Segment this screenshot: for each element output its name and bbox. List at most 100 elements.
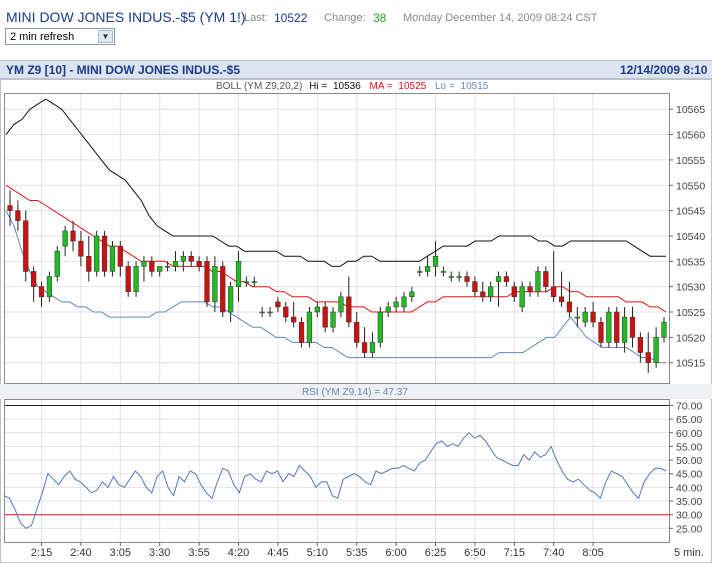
- candle-43: [346, 276, 352, 328]
- candle-20: [164, 261, 171, 272]
- time-tick-label-12: 7:15: [504, 547, 525, 559]
- candle-body-59: [472, 281, 478, 292]
- rsi-tick-label-6: 55.00: [676, 441, 702, 453]
- candle-body-41: [330, 311, 336, 328]
- time-tick-label-5: 4:20: [228, 547, 249, 559]
- candle-body-34: [275, 301, 281, 308]
- last-value: 10522: [274, 11, 308, 25]
- price-tick-label-2: 10525: [676, 307, 705, 319]
- time-tick-label-4: 3:55: [188, 547, 209, 559]
- rsi-tick-label-5: 50.00: [676, 455, 702, 467]
- rsi-legend-bar: [0, 384, 712, 399]
- candle-46: [369, 332, 376, 358]
- change-value: 38: [373, 11, 387, 25]
- time-tick-label-3: 3:30: [149, 547, 170, 559]
- boll-legend-prefix: BOLL (YM Z9,20,2): [216, 81, 302, 92]
- candle-body-76: [606, 311, 612, 343]
- candle-67: [535, 266, 541, 297]
- candle-body-32: [259, 311, 265, 314]
- candle-41: [330, 306, 336, 333]
- candle-55: [440, 266, 446, 277]
- candle-7: [62, 225, 68, 257]
- candle-body-14: [117, 245, 123, 267]
- candle-body-65: [519, 286, 525, 308]
- candle-body-13: [109, 245, 116, 272]
- symbol-title[interactable]: MINI DOW JONES INDUS.-$5 (YM 1!): [6, 9, 246, 25]
- candle-body-16: [133, 266, 139, 292]
- candle-body-79: [629, 316, 636, 338]
- candle-body-25: [204, 261, 210, 303]
- candle-body-45: [361, 342, 368, 353]
- refresh-select[interactable]: 2 min refresh ▼: [5, 28, 115, 45]
- candle-body-50: [401, 296, 407, 308]
- candle-body-30: [243, 281, 249, 283]
- candle-36: [291, 301, 297, 328]
- candle-body-6: [54, 250, 60, 277]
- candle-body-2: [23, 220, 29, 272]
- candle-body-37: [298, 321, 305, 343]
- candle-body-20: [164, 266, 171, 268]
- candle-body-28: [228, 286, 234, 313]
- candle-body-18: [149, 261, 155, 272]
- candle-37: [298, 317, 305, 348]
- boll-ma-label: MA =: [370, 81, 393, 92]
- candle-body-54: [432, 255, 439, 267]
- price-panel-frame: [4, 93, 670, 384]
- time-tick-label-13: 7:40: [543, 547, 564, 559]
- candle-body-63: [503, 276, 510, 282]
- boll-hi-label: Hi =: [309, 81, 327, 92]
- candle-body-44: [354, 321, 360, 343]
- candle-body-26: [212, 266, 218, 303]
- chart-date: 12/14/2009 8:10: [620, 63, 708, 77]
- time-tick-label-2: 3:05: [110, 547, 131, 559]
- time-tick-label-1: 2:40: [70, 547, 91, 559]
- candle-18: [149, 256, 155, 277]
- candle-21: [172, 251, 179, 272]
- candle-6: [54, 246, 60, 282]
- rsi-tick-label-8: 65.00: [676, 414, 702, 426]
- candle-body-73: [582, 311, 588, 323]
- candle-body-36: [291, 316, 297, 323]
- candle-body-23: [188, 255, 194, 262]
- candle-24: [196, 256, 202, 272]
- candle-83: [661, 317, 667, 343]
- last-label: Last:: [244, 12, 268, 24]
- candle-27: [220, 261, 226, 318]
- price-tick-label-10: 10565: [676, 104, 705, 116]
- candle-body-11: [94, 235, 100, 272]
- candle-63: [503, 271, 510, 287]
- candle-body-42: [338, 296, 344, 313]
- candle-11: [94, 230, 100, 277]
- chart-header: YM Z9 [10] - MINI DOW JONES INDUS.-$5 12…: [0, 60, 712, 79]
- rsi-tick-label-3: 40.00: [676, 482, 702, 494]
- candle-body-72: [574, 316, 580, 319]
- candle-38: [306, 306, 313, 348]
- candle-56: [448, 271, 454, 282]
- candle-body-68: [543, 271, 549, 287]
- price-grid: [5, 94, 669, 383]
- rsi-legend: RSI (YM Z9,14) = 47.37: [302, 387, 408, 398]
- price-tick-label-9: 10560: [676, 130, 705, 142]
- candle-68: [543, 266, 549, 292]
- candle-body-31: [251, 281, 257, 283]
- candle-8: [70, 220, 76, 252]
- candle-body-57: [456, 276, 462, 278]
- candle-2: [23, 210, 29, 282]
- boll-hi-value: 10536: [333, 81, 361, 92]
- candle-49: [393, 296, 399, 313]
- time-tick-label-7: 5:10: [307, 547, 328, 559]
- candle-body-19: [157, 266, 163, 272]
- band-lo-line: [5, 210, 666, 364]
- chevron-down-icon[interactable]: ▼: [98, 30, 113, 43]
- candle-body-9: [78, 240, 84, 257]
- candle-34: [275, 296, 281, 313]
- candle-body-81: [645, 352, 651, 363]
- candle-28: [228, 281, 234, 323]
- candle-14: [117, 241, 123, 277]
- rsi-panel-frame: [4, 399, 670, 543]
- candle-31: [251, 276, 257, 287]
- candle-19: [157, 266, 163, 277]
- rsi-tick-label-1: 30.00: [676, 510, 702, 522]
- candle-body-49: [393, 301, 399, 308]
